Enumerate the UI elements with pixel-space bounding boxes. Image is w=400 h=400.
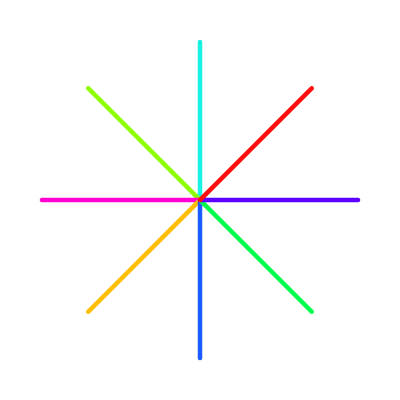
- ray-southeast: [197, 197, 314, 314]
- ray-northeast: [197, 86, 314, 203]
- ray-southwest: [86, 197, 203, 314]
- rays-group: [39, 39, 361, 361]
- ray-northwest: [86, 86, 203, 203]
